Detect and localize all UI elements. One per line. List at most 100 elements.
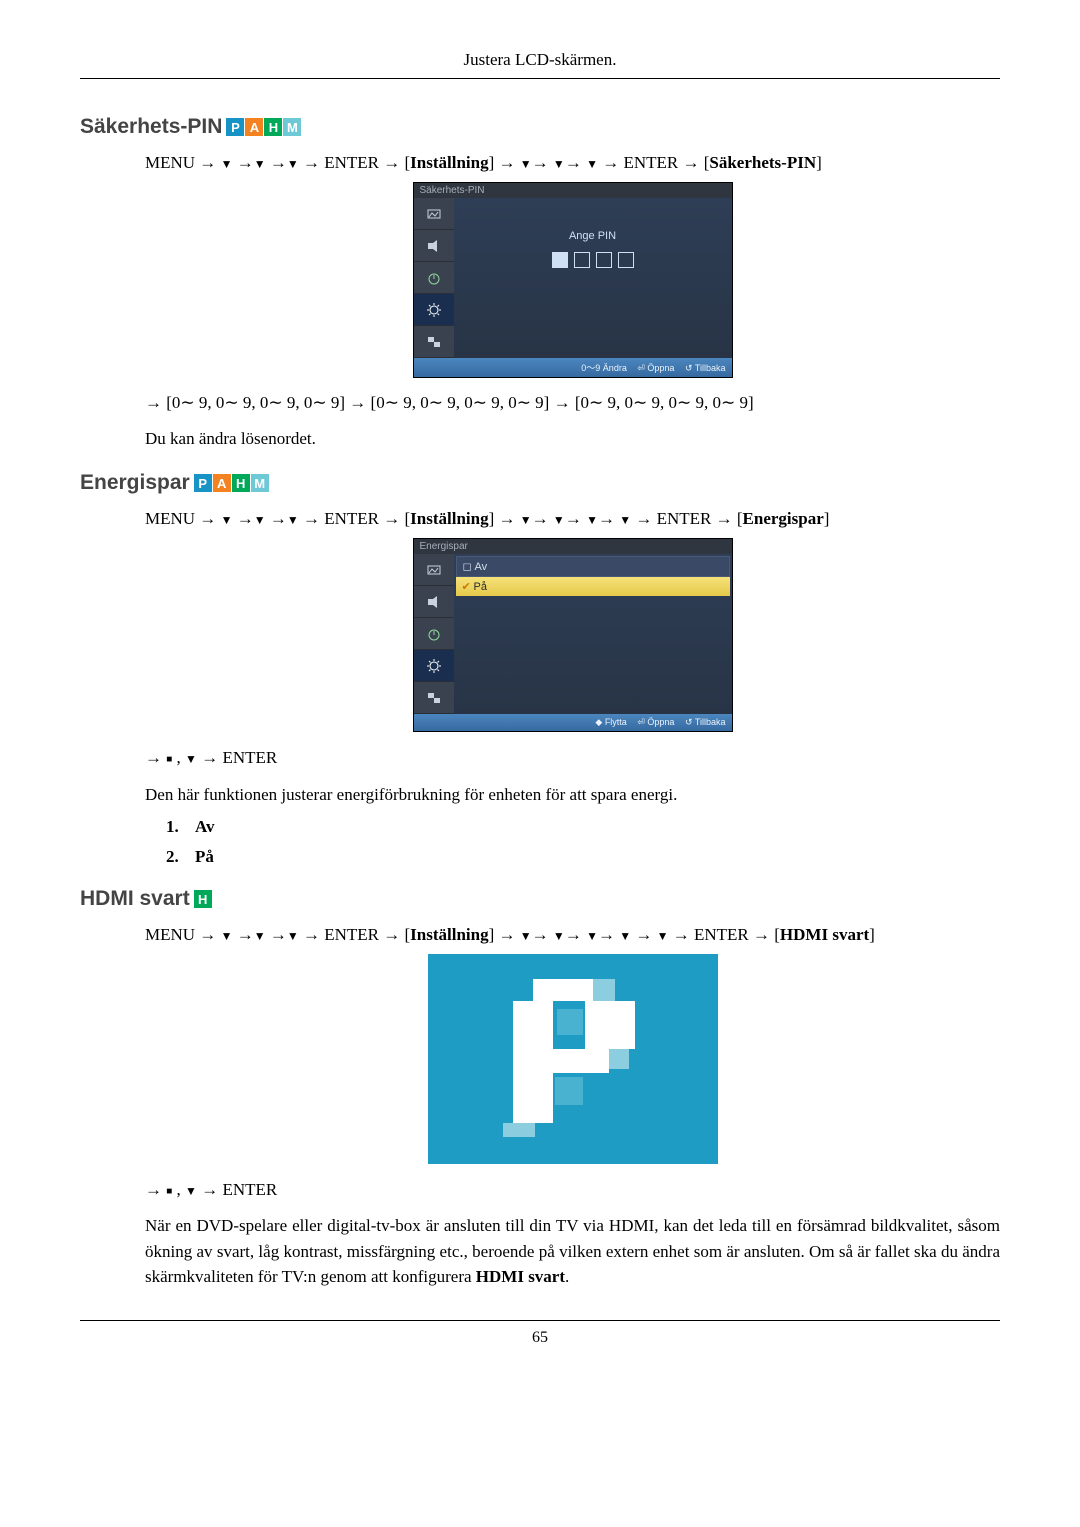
- p-pixel: [585, 1001, 635, 1025]
- osd-tab-timer: [414, 262, 454, 294]
- osd2-wrap: Energispar ◻ Av ✔ På: [145, 538, 1000, 732]
- pin-box-3: [596, 252, 612, 268]
- osd1-f2: ↺ Tillbaka: [685, 363, 726, 373]
- section1-line2: → [0∼ 9, 0∼ 9, 0∼ 9, 0∼ 9] → [0∼ 9, 0∼ 9…: [145, 390, 1000, 416]
- path-e1: → ENTER → [: [299, 153, 410, 172]
- p-pixel: [609, 1049, 629, 1069]
- section1-title: Säkerhets-PIN: [80, 115, 222, 139]
- p-pixel: [513, 1001, 553, 1025]
- osd2-sidebar: [414, 554, 454, 714]
- s3-setting: Inställning: [410, 925, 488, 944]
- osd1-main: Ange PIN: [454, 198, 732, 358]
- opt-av: Av: [183, 817, 1000, 837]
- osd2-f2: ↺ Tillbaka: [685, 717, 726, 727]
- page-number: 65: [532, 1329, 548, 1346]
- section3-desc: När en DVD-spelare eller digital-tv-box …: [145, 1213, 1000, 1290]
- s2-mid: ] →: [489, 509, 520, 528]
- s2-setting: Inställning: [410, 509, 488, 528]
- section1-path: MENU → ▼ →▼ →▼ → ENTER → [Inställning] →…: [145, 149, 1000, 176]
- s3-d1: När en DVD-spelare eller digital-tv-box …: [145, 1216, 1000, 1286]
- pin-box-4: [618, 252, 634, 268]
- section3-title: HDMI svart: [80, 887, 190, 911]
- s3-db: HDMI svart: [476, 1267, 565, 1286]
- osd1-footer: 0～9 Ändra ⏎ Öppna ↺ Tillbaka: [414, 358, 732, 377]
- osd1-sidebar: [414, 198, 454, 358]
- p-pixel: [513, 1049, 609, 1073]
- osd2-title: Energispar: [414, 539, 732, 554]
- osd2-tab-timer: [414, 618, 454, 650]
- osd-tab-picture: [414, 198, 454, 230]
- section-hdmi-svart: HDMI svart H: [80, 887, 1000, 911]
- s2-pre: MENU →: [145, 509, 221, 528]
- section2-navline: → ■ , ▼ → ENTER: [145, 744, 1000, 771]
- s2-target: Energispar: [743, 509, 824, 528]
- osd2-opt-av: ◻ Av: [456, 556, 730, 577]
- path-mid: ] →: [489, 153, 520, 172]
- page-header: Justera LCD-skärmen.: [80, 50, 1000, 79]
- badge-a: A: [245, 118, 263, 136]
- path-end: ]: [816, 153, 822, 172]
- badge-a: A: [213, 474, 231, 492]
- p-pixel: [533, 979, 593, 1001]
- pin-boxes: [460, 252, 726, 268]
- p-pixel: [557, 1009, 583, 1035]
- radio-on-icon: ✔: [462, 580, 474, 593]
- bigp-image: [428, 954, 718, 1164]
- section2-path: MENU → ▼ →▼ →▼ → ENTER → [Inställning] →…: [145, 505, 1000, 532]
- osd1-f0: 0～9 Ändra: [581, 363, 627, 373]
- opt-pa: På: [183, 847, 1000, 867]
- osd2-tab-multi: [414, 682, 454, 714]
- osd2-av: Av: [475, 561, 488, 573]
- osd1-f1: ⏎ Öppna: [637, 363, 674, 373]
- osd2-pa: På: [474, 581, 487, 593]
- p-pixel: [503, 1123, 535, 1137]
- osd1-title: Säkerhets-PIN: [414, 183, 732, 198]
- s2-e2: → ENTER → [: [631, 509, 742, 528]
- p-pixel: [513, 1073, 553, 1097]
- s3-target: HDMI svart: [780, 925, 869, 944]
- badge-h: H: [232, 474, 250, 492]
- section1-content: MENU → ▼ →▼ →▼ → ENTER → [Inställning] →…: [80, 149, 1000, 451]
- badge-p: P: [226, 118, 244, 136]
- osd2-tab-setup: [414, 650, 454, 682]
- s3-end: ]: [869, 925, 875, 944]
- section3-navline: → ■ , ▼ → ENTER: [145, 1176, 1000, 1203]
- badge-m: M: [251, 474, 269, 492]
- osd-tab-multi: [414, 326, 454, 358]
- section2-badges: PAHM: [194, 474, 269, 492]
- s3-d2: .: [565, 1267, 569, 1286]
- osd2-footer: ◆ Flytta ⏎ Öppna ↺ Tillbaka: [414, 714, 732, 731]
- section2-desc: Den här funktionen justerar energiförbru…: [145, 782, 1000, 808]
- osd2: Energispar ◻ Av ✔ På: [413, 538, 733, 732]
- badge-m: M: [283, 118, 301, 136]
- osd2-tab-picture: [414, 554, 454, 586]
- osd2-main: ◻ Av ✔ På: [454, 554, 732, 714]
- osd2-f1: ⏎ Öppna: [637, 717, 674, 727]
- path-setting: Inställning: [410, 153, 488, 172]
- s3-pre: MENU →: [145, 925, 221, 944]
- section3-content: MENU → ▼ →▼ →▼ → ENTER → [Inställning] →…: [80, 921, 1000, 1290]
- section2-options: Av På: [145, 817, 1000, 867]
- section-energispar: Energispar PAHM: [80, 471, 1000, 495]
- s2-end: ]: [824, 509, 830, 528]
- section3-badges: H: [194, 890, 212, 908]
- p-pixel: [513, 1025, 553, 1049]
- badge-h: H: [264, 118, 282, 136]
- osd2-tab-sound: [414, 586, 454, 618]
- osd1: Säkerhets-PIN Ange PIN: [413, 182, 733, 378]
- section1-line3: Du kan ändra lösenordet.: [145, 426, 1000, 452]
- radio-off-icon: ◻: [463, 560, 475, 573]
- p-pixel: [593, 979, 615, 1001]
- osd-tab-setup: [414, 294, 454, 326]
- osd1-wrap: Säkerhets-PIN Ange PIN: [145, 182, 1000, 378]
- path-e2: → ENTER → [: [598, 153, 709, 172]
- bigp-inner: [503, 979, 643, 1139]
- section2-content: MENU → ▼ →▼ →▼ → ENTER → [Inställning] →…: [80, 505, 1000, 867]
- osd2-f0: ◆ Flytta: [595, 717, 626, 727]
- osd1-label: Ange PIN: [460, 230, 726, 242]
- s3-mid: ] →: [489, 925, 520, 944]
- path-pre: MENU →: [145, 153, 221, 172]
- p-pixel: [513, 1097, 553, 1123]
- osd-tab-sound: [414, 230, 454, 262]
- header-title: Justera LCD-skärmen.: [464, 50, 617, 69]
